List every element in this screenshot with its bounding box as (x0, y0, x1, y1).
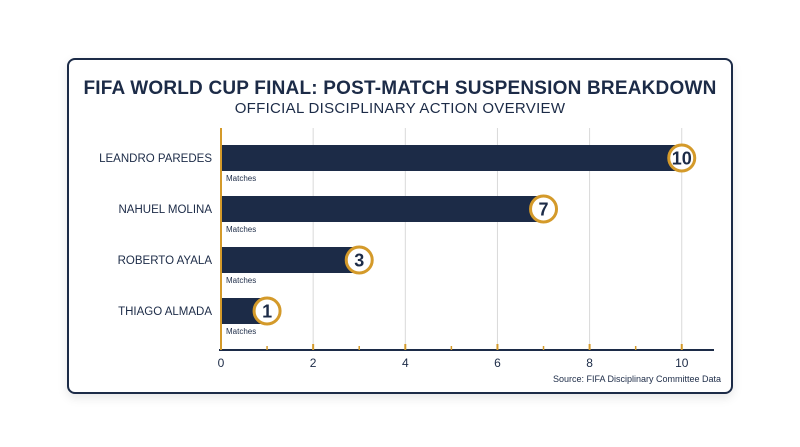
data-label: 3 (354, 251, 364, 271)
bar (221, 247, 360, 273)
data-label: 10 (672, 149, 692, 169)
value-badge (529, 194, 559, 224)
unit-label: Matches (226, 327, 256, 336)
category-label: ROBERTO AYALA (118, 255, 213, 267)
data-label: 1 (262, 302, 272, 322)
data-label: 7 (539, 200, 549, 220)
x-tick-label: 0 (218, 356, 225, 370)
unit-label: Matches (226, 174, 256, 183)
chart-card: FIFA WORLD CUP FINAL: POST-MATCH SUSPENS… (67, 58, 733, 394)
x-tick-label: 4 (402, 356, 409, 370)
value-badge (252, 296, 282, 326)
category-label: LEANDRO PAREDES (99, 153, 212, 165)
x-tick-label: 6 (494, 356, 501, 370)
source-note: Source: FIFA Disciplinary Committee Data (552, 374, 721, 384)
category-label: NAHUEL MOLINA (118, 204, 212, 216)
value-badge (344, 245, 374, 275)
unit-label: Matches (226, 276, 256, 285)
category-label: THIAGO ALMADA (118, 306, 212, 318)
chart-subtitle: OFFICIAL DISCIPLINARY ACTION OVERVIEW (234, 100, 566, 117)
x-tick-label: 2 (310, 356, 317, 370)
x-tick-label: 10 (675, 356, 689, 370)
chart-title: FIFA WORLD CUP FINAL: POST-MATCH SUSPENS… (83, 78, 717, 99)
x-tick-label: 8 (586, 356, 593, 370)
value-badge (667, 143, 697, 173)
unit-label: Matches (226, 225, 256, 234)
bar (221, 196, 544, 222)
bar (221, 145, 682, 171)
